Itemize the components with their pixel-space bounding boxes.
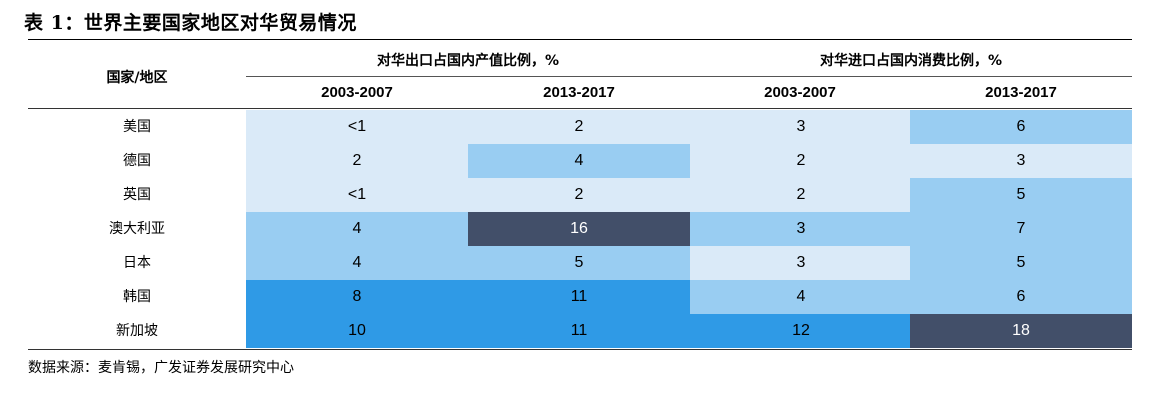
data-cell: 11 <box>468 314 690 348</box>
row-country-label: 美国 <box>123 119 151 135</box>
row-country-label: 德国 <box>123 153 151 169</box>
data-cell: 3 <box>690 246 912 280</box>
data-cell: 18 <box>910 314 1132 348</box>
table-row: 澳大利亚 4 16 3 7 <box>28 212 1132 246</box>
table-row: 韩国 8 11 4 6 <box>28 280 1132 314</box>
year-export-2003-2007: 2003-2007 <box>321 84 393 101</box>
year-import-2003-2007: 2003-2007 <box>764 84 836 101</box>
row-country-label: 日本 <box>123 255 151 271</box>
header-bottom-rule <box>28 108 1132 109</box>
header-group-export: 对华出口占国内产值比例，% <box>376 53 560 69</box>
data-cell: 16 <box>468 212 690 246</box>
row-country-label: 韩国 <box>123 289 151 305</box>
data-cell: 8 <box>246 280 468 314</box>
data-cell: 7 <box>910 212 1132 246</box>
data-cell: 3 <box>690 110 912 144</box>
group-rule-import <box>690 76 1132 77</box>
data-cell: 4 <box>246 246 468 280</box>
table-row: 日本 4 5 3 5 <box>28 246 1132 280</box>
table-row: 英国 <1 2 2 5 <box>28 178 1132 212</box>
row-country-label: 新加坡 <box>116 323 158 339</box>
data-cell: 2 <box>468 110 690 144</box>
row-country-label: 澳大利亚 <box>109 221 165 237</box>
data-cell: 12 <box>690 314 912 348</box>
data-cell: 3 <box>690 212 912 246</box>
data-cell: 11 <box>468 280 690 314</box>
header-country: 国家/地区 <box>106 70 168 86</box>
year-import-2013-2017: 2013-2017 <box>985 84 1057 101</box>
data-cell: 2 <box>690 144 912 178</box>
data-cell: 4 <box>468 144 690 178</box>
top-rule <box>28 39 1132 40</box>
data-cell: 3 <box>910 144 1132 178</box>
header-group-import: 对华进口占国内消费比例，% <box>819 53 1003 69</box>
data-cell: 6 <box>910 110 1132 144</box>
table-row: 新加坡 10 11 12 18 <box>28 314 1132 348</box>
data-cell: 2 <box>246 144 468 178</box>
table-title: 表 1：世界主要国家地区对华贸易情况 <box>24 12 357 34</box>
data-cell: 2 <box>690 178 912 212</box>
data-cell: 4 <box>246 212 468 246</box>
data-cell: 6 <box>910 280 1132 314</box>
source-note: 数据来源：麦肯锡，广发证券发展研究中心 <box>28 360 294 376</box>
data-cell: <1 <box>246 178 468 212</box>
data-cell: 10 <box>246 314 468 348</box>
group-rule-export <box>246 76 690 77</box>
data-cell: 5 <box>910 246 1132 280</box>
row-country-label: 英国 <box>123 187 151 203</box>
data-cell: 2 <box>468 178 690 212</box>
data-cell: <1 <box>246 110 468 144</box>
bottom-rule <box>28 349 1132 350</box>
data-cell: 4 <box>690 280 912 314</box>
data-cell: 5 <box>468 246 690 280</box>
table-row: 美国 <1 2 3 6 <box>28 110 1132 144</box>
data-cell: 5 <box>910 178 1132 212</box>
table-row: 德国 2 4 2 3 <box>28 144 1132 178</box>
year-export-2013-2017: 2013-2017 <box>543 84 615 101</box>
